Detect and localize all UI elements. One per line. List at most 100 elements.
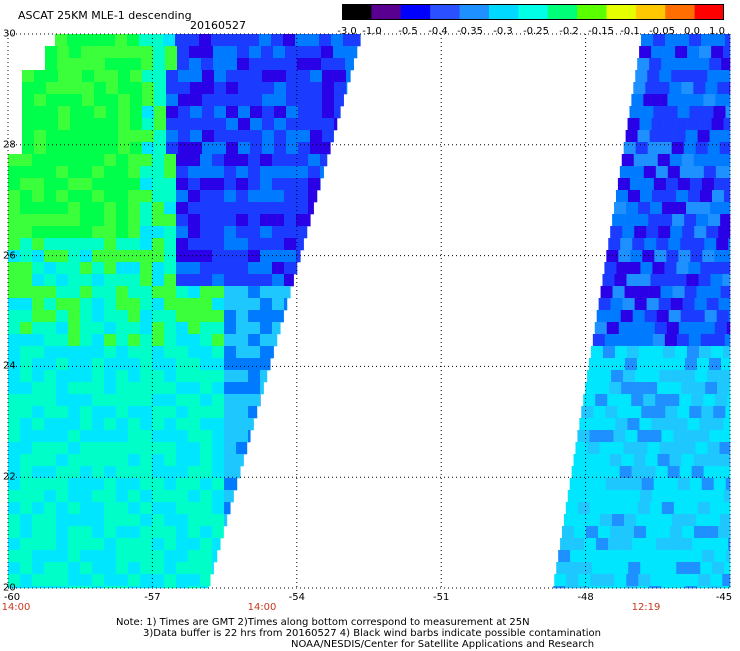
swath-cell bbox=[92, 526, 104, 538]
swath-cell bbox=[44, 250, 56, 262]
swath-cell bbox=[20, 310, 32, 322]
swath-cell bbox=[298, 70, 310, 82]
swath-cell bbox=[201, 46, 213, 58]
swath-cell bbox=[68, 202, 80, 214]
swath-cell bbox=[8, 430, 20, 442]
swath-cell bbox=[687, 418, 699, 430]
swath-cell bbox=[285, 46, 297, 58]
swath-cell bbox=[698, 502, 710, 514]
swath-cell bbox=[188, 154, 200, 166]
swath-cell bbox=[682, 226, 694, 238]
left-swath bbox=[8, 34, 361, 588]
swath-cell bbox=[580, 490, 592, 502]
swath-cell bbox=[164, 478, 176, 490]
swath-cell bbox=[634, 454, 646, 466]
swath-cell bbox=[44, 550, 56, 562]
swath-cell bbox=[298, 142, 310, 154]
swath-cell bbox=[659, 370, 671, 382]
swath-cell bbox=[20, 406, 32, 418]
swath-cell bbox=[92, 370, 104, 382]
swath-cell bbox=[32, 214, 44, 226]
swath-cell bbox=[727, 322, 731, 334]
swath-cell bbox=[697, 358, 709, 370]
swath-cell bbox=[236, 334, 248, 346]
swath-cell bbox=[284, 166, 296, 178]
swath-cell bbox=[716, 466, 728, 478]
swath-cell bbox=[166, 118, 178, 130]
swath-cell bbox=[128, 166, 140, 178]
swath-cell bbox=[708, 214, 720, 226]
swath-cell bbox=[20, 322, 32, 334]
swath-cell bbox=[200, 562, 212, 574]
swath-cell bbox=[153, 46, 165, 58]
swath-cell bbox=[68, 382, 80, 394]
swath-cell bbox=[212, 454, 224, 466]
swath-cell bbox=[140, 586, 152, 588]
swath-cell bbox=[20, 466, 32, 478]
swath-cell bbox=[142, 82, 154, 94]
swath-cell bbox=[704, 466, 716, 478]
swath-cell bbox=[608, 538, 620, 550]
swath-cell bbox=[94, 118, 106, 130]
swath-cell bbox=[683, 298, 695, 310]
swath-cell bbox=[692, 538, 704, 550]
swath-cell bbox=[694, 154, 706, 166]
swath-cell bbox=[284, 238, 296, 250]
swath-cell bbox=[116, 358, 128, 370]
swath-cell bbox=[679, 322, 691, 334]
swath-cell bbox=[652, 262, 664, 274]
swath-cell bbox=[68, 406, 80, 418]
swath-cell bbox=[56, 466, 68, 478]
swath-cell bbox=[601, 586, 613, 588]
swath-cell bbox=[32, 286, 44, 298]
swath-cell bbox=[722, 130, 731, 142]
swath-cell bbox=[717, 82, 729, 94]
swath-cell bbox=[260, 178, 272, 190]
swath-cell bbox=[32, 586, 44, 588]
swath-cell bbox=[676, 562, 688, 574]
swath-cell bbox=[591, 346, 603, 358]
swath-cell bbox=[104, 286, 116, 298]
swath-cell bbox=[706, 526, 718, 538]
swath-cell bbox=[164, 562, 176, 574]
swath-cell bbox=[606, 478, 618, 490]
swath-cell bbox=[152, 454, 164, 466]
swath-cell bbox=[152, 322, 164, 334]
swath-cell bbox=[140, 274, 152, 286]
swath-cell bbox=[714, 250, 726, 262]
swath-cell bbox=[8, 550, 20, 562]
swath-cell bbox=[80, 334, 92, 346]
swath-cell bbox=[644, 166, 656, 178]
swath-cell bbox=[607, 322, 619, 334]
swath-cell bbox=[712, 490, 724, 502]
swath-cell bbox=[662, 274, 674, 286]
swath-cell bbox=[154, 82, 166, 94]
swath-cell bbox=[68, 394, 80, 406]
swath-cell bbox=[272, 298, 284, 310]
swath-cell bbox=[610, 526, 622, 538]
swath-cell bbox=[670, 226, 682, 238]
swath-cell bbox=[713, 106, 725, 118]
swath-cell bbox=[595, 322, 607, 334]
swath-cell bbox=[190, 82, 202, 94]
swath-cell bbox=[638, 202, 650, 214]
swath-cell bbox=[690, 478, 702, 490]
swath-cell bbox=[188, 178, 200, 190]
swath-cell bbox=[656, 466, 668, 478]
swath-cell bbox=[128, 310, 140, 322]
swath-cell bbox=[20, 502, 32, 514]
swath-cell bbox=[235, 34, 247, 46]
swath-cell bbox=[238, 106, 250, 118]
swath-cell bbox=[128, 562, 140, 574]
swath-cell bbox=[590, 502, 602, 514]
swath-cell bbox=[190, 118, 202, 130]
swath-cell bbox=[701, 406, 713, 418]
swath-cell bbox=[200, 286, 212, 298]
swath-cell bbox=[672, 142, 684, 154]
swath-cell bbox=[116, 190, 128, 202]
swath-cell bbox=[188, 538, 200, 550]
swath-cell bbox=[188, 442, 200, 454]
swath-cell bbox=[32, 190, 44, 202]
swath-cell bbox=[236, 238, 248, 250]
swath-cell bbox=[20, 490, 32, 502]
